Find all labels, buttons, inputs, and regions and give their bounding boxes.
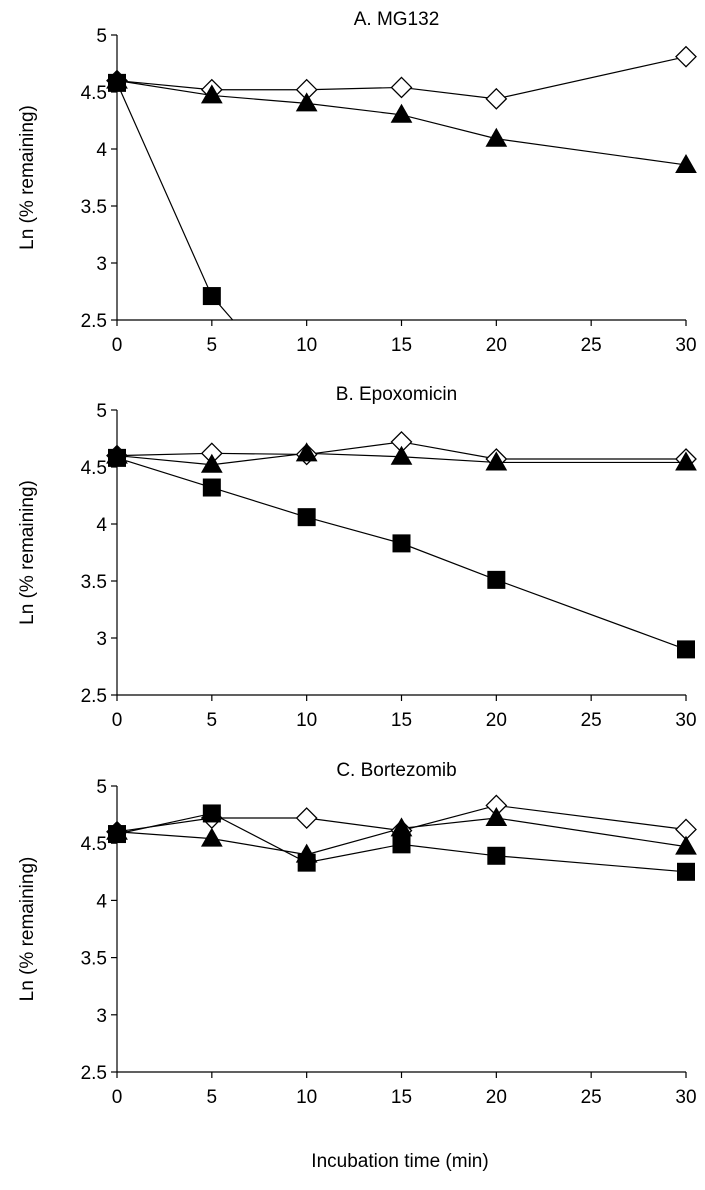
- y-tick-label: 5: [96, 777, 107, 798]
- y-tick-label: 4: [96, 515, 107, 536]
- data-point-filled-triangle: [200, 827, 223, 847]
- y-axis-label: Ln (% remaining): [17, 857, 38, 1002]
- data-point-filled-square: [108, 448, 126, 467]
- x-tick-label: 20: [486, 1087, 507, 1108]
- panel-title: B. Epoxomicin: [336, 384, 457, 405]
- y-tick-label: 2.5: [81, 311, 107, 332]
- data-point-filled-triangle: [295, 442, 318, 462]
- x-tick-label: 25: [581, 335, 602, 356]
- x-tick-label: 30: [675, 1087, 696, 1108]
- y-tick-label: 3.5: [81, 949, 107, 970]
- series-line-filled-square: [116, 457, 687, 650]
- series-line-open-diamond: [116, 56, 687, 100]
- y-tick-label: 4: [96, 891, 107, 912]
- data-point-filled-triangle: [390, 103, 413, 123]
- panel-title: A. MG132: [354, 9, 440, 30]
- x-tick-label: 15: [391, 1087, 412, 1108]
- data-point-filled-triangle: [675, 451, 697, 471]
- data-point-filled-square: [392, 835, 411, 854]
- y-axis-label: Ln (% remaining): [17, 105, 38, 250]
- x-tick-label: 5: [207, 335, 218, 356]
- data-point-filled-triangle: [485, 451, 508, 471]
- data-point-filled-square: [487, 570, 506, 589]
- y-tick-label: 4.5: [81, 458, 107, 479]
- data-point-filled-square: [677, 640, 695, 659]
- x-tick-label: 10: [296, 1087, 317, 1108]
- x-tick-label: 10: [296, 710, 317, 731]
- y-tick-label: 3: [96, 1006, 107, 1027]
- data-point-filled-square: [297, 853, 316, 872]
- data-point-filled-triangle: [200, 84, 223, 104]
- data-point-filled-square: [297, 508, 316, 527]
- data-point-open-diamond: [485, 87, 508, 110]
- y-tick-label: 3.5: [81, 572, 107, 593]
- x-tick-label: 30: [675, 710, 696, 731]
- data-point-open-diamond: [390, 76, 413, 99]
- x-tick-label: 30: [675, 335, 696, 356]
- data-point-filled-triangle: [675, 153, 697, 173]
- series-line-filled-triangle: [116, 80, 687, 166]
- data-point-filled-triangle: [485, 807, 508, 827]
- y-tick-label: 5: [96, 401, 107, 422]
- y-tick-label: 5: [96, 26, 107, 47]
- data-point-filled-square: [108, 825, 126, 844]
- panel-title: C. Bortezomib: [336, 760, 456, 781]
- y-tick-label: 2.5: [81, 686, 107, 707]
- x-tick-label: 0: [112, 1087, 123, 1108]
- data-point-filled-square: [202, 478, 221, 497]
- series-line-filled-square: [116, 812, 687, 873]
- x-tick-label: 0: [112, 710, 123, 731]
- data-point-filled-square: [108, 73, 126, 92]
- y-tick-label: 3: [96, 629, 107, 650]
- x-tick-label: 15: [391, 710, 412, 731]
- data-point-filled-triangle: [675, 835, 697, 855]
- data-point-filled-triangle: [200, 453, 223, 473]
- y-tick-label: 4.5: [81, 83, 107, 104]
- data-point-filled-triangle: [390, 445, 413, 465]
- data-point-filled-square: [202, 287, 221, 306]
- y-tick-label: 3.5: [81, 197, 107, 218]
- y-axis-label: Ln (% remaining): [17, 480, 38, 625]
- x-tick-label: 25: [581, 710, 602, 731]
- x-tick-label: 0: [112, 335, 123, 356]
- y-tick-label: 4.5: [81, 834, 107, 855]
- chart-panel-3: 2.5 3 3.5 4 4.5 5 0 5 10 15 20 25 30 Ln (% remaining)…: [17, 760, 697, 1108]
- chart-panel-1: 2.5 3 3.5 4 4.5 5 0 5 10 15 20 25 30 Ln (% remaining)…: [17, 9, 697, 356]
- data-point-open-diamond: [675, 45, 697, 68]
- y-tick-label: 3: [96, 254, 107, 275]
- data-point-filled-square: [202, 804, 221, 823]
- x-tick-label: 25: [581, 1087, 602, 1108]
- data-point-filled-square: [677, 862, 695, 881]
- x-tick-label: 5: [207, 1087, 218, 1108]
- x-tick-label: 10: [296, 335, 317, 356]
- data-point-filled-triangle: [485, 127, 508, 147]
- series-line-filled-square: [116, 82, 234, 321]
- data-point-open-diamond: [295, 807, 318, 829]
- y-tick-label: 2.5: [81, 1063, 107, 1084]
- series-line-filled-triangle: [116, 817, 687, 856]
- data-point-filled-triangle: [295, 92, 318, 112]
- chart-panel-2: 2.5 3 3.5 4 4.5 5 0 5 10 15 20 25 30 Ln (% remaining)…: [17, 384, 697, 731]
- x-axis-title: Incubation time (min): [311, 1151, 488, 1172]
- series-line-open-diamond: [116, 441, 686, 460]
- data-point-filled-square: [487, 846, 506, 865]
- x-tick-label: 15: [391, 335, 412, 356]
- x-tick-label: 20: [486, 335, 507, 356]
- data-point-filled-square: [392, 534, 411, 553]
- x-tick-label: 20: [486, 710, 507, 731]
- x-tick-label: 5: [207, 710, 218, 731]
- series-line-open-diamond: [116, 804, 687, 833]
- series-line-filled-triangle: [116, 452, 686, 466]
- y-tick-label: 4: [96, 140, 107, 161]
